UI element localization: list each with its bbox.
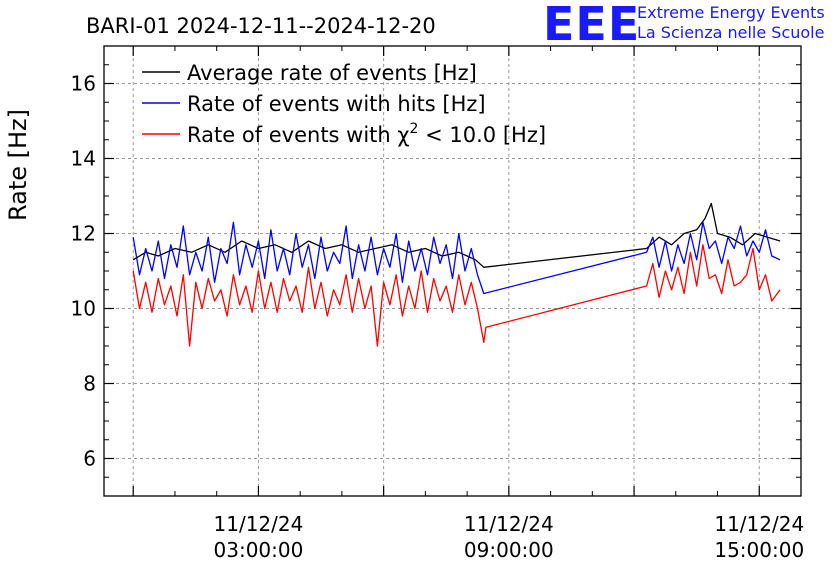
eee-logo-mark: EEE [543, 0, 640, 51]
logo-line-1: Extreme Energy Events [637, 3, 825, 22]
y-tick-label: 12 [71, 222, 96, 246]
axis-ticks: 681012141611/12/2403:00:0011/12/2409:00:… [71, 45, 804, 562]
legend-chi2-sup: 2 [410, 121, 419, 137]
logo-line-2: La Scienza nelle Scuole [637, 23, 824, 42]
series-hits-line [645, 221, 781, 272]
series-average-line [646, 202, 781, 249]
legend-label-chi2: Rate of events with χ2 < 10.0 [Hz] [187, 121, 546, 147]
x-tick-date: 11/12/24 [214, 512, 304, 536]
x-tick-date: 11/12/24 [714, 512, 804, 536]
legend: Average rate of events [Hz] Rate of even… [142, 61, 546, 147]
x-tick-time: 15:00:00 [714, 538, 804, 562]
chart-title: BARI-01 2024-12-11--2024-12-20 [86, 14, 436, 38]
y-tick-label: 14 [71, 147, 96, 171]
y-tick-label: 10 [71, 297, 96, 321]
y-tick-label: 16 [71, 72, 96, 96]
series-hits-line [132, 221, 647, 295]
x-tick-time: 03:00:00 [214, 538, 304, 562]
legend-label-hits: Rate of events with hits [Hz] [187, 92, 486, 116]
x-tick-date: 11/12/24 [464, 512, 554, 536]
data-series [132, 202, 781, 347]
x-tick-time: 09:00:00 [464, 538, 554, 562]
y-tick-label: 6 [83, 447, 96, 471]
eee-logo: EEE Extreme Energy Events La Scienza nel… [543, 0, 825, 51]
legend-chi2-suffix: < 10.0 [Hz] [418, 123, 546, 147]
series-average-line [132, 240, 647, 268]
legend-chi2-prefix: Rate of events with χ [187, 123, 410, 147]
legend-label-average: Average rate of events [Hz] [187, 61, 477, 85]
y-axis-label: Rate [Hz] [4, 109, 32, 221]
y-tick-label: 8 [83, 372, 96, 396]
series-chi2-line [132, 266, 647, 347]
series-chi2-line [645, 244, 781, 302]
